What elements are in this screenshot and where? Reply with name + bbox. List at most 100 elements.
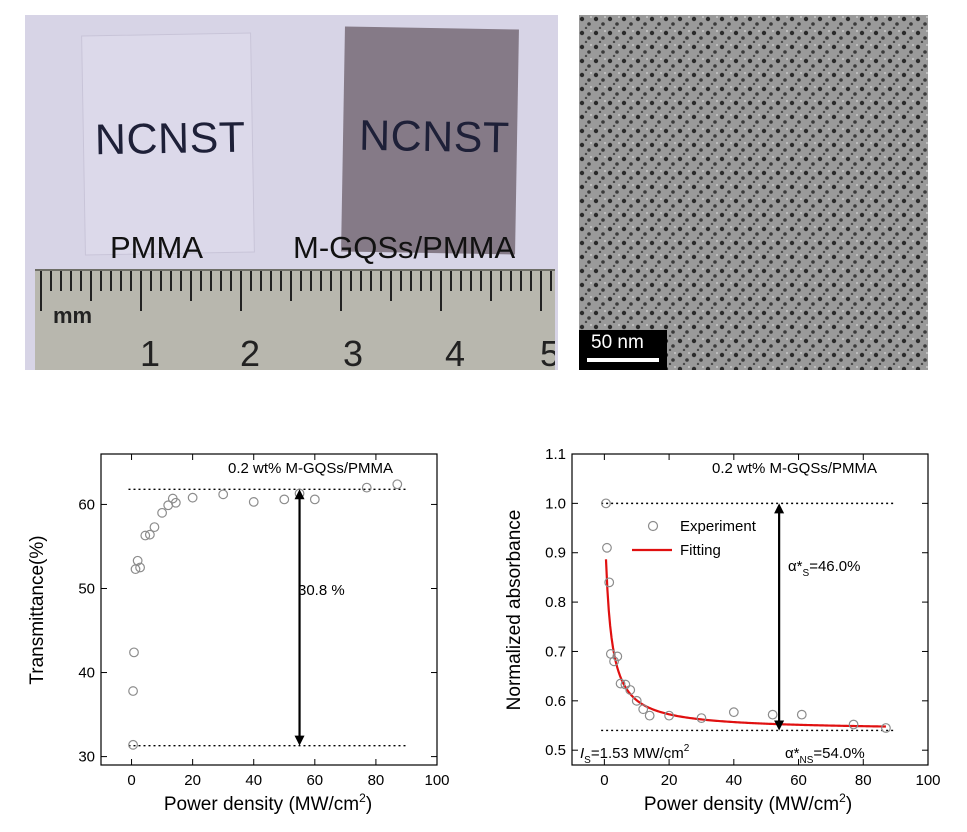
- data-point: [157, 507, 167, 518]
- data-point: [767, 709, 778, 720]
- data-point: [187, 492, 198, 503]
- ruler-number-5: 5: [540, 333, 555, 370]
- arrow-head-bottom: [774, 720, 785, 731]
- x-tick-label: 0: [600, 772, 608, 789]
- data-point: [361, 482, 372, 493]
- data-point: [309, 494, 320, 505]
- data-point: [128, 686, 138, 696]
- data-point: [631, 695, 642, 706]
- data-point: [664, 710, 674, 721]
- data-point: [248, 497, 259, 507]
- data-point: [170, 497, 181, 508]
- data-point: [881, 723, 891, 733]
- arrow-head-top: [774, 503, 785, 514]
- x-tick-label: 80: [368, 772, 385, 789]
- ruler: mm 1 2 3 4 5: [35, 269, 558, 370]
- chart1-y-axis-label: Transmittance(%): [27, 535, 48, 684]
- data-point: [728, 707, 739, 718]
- x-tick-label: 100: [915, 772, 940, 789]
- film-left-text: NCNST: [94, 113, 246, 165]
- ruler-ticks: mm 1 2 3 4 5: [40, 271, 558, 370]
- scale-bar-label: 50 nm: [591, 332, 644, 353]
- arrow-head-bottom: [294, 735, 305, 746]
- chart2-title: 0.2 wt% M-GQSs/PMMA: [712, 460, 877, 477]
- data-point: [128, 739, 138, 750]
- ruler-unit: mm: [53, 303, 92, 328]
- tem-texture: [579, 15, 928, 370]
- data-point: [279, 494, 290, 505]
- data-point: [149, 522, 160, 533]
- plot-frame: [100, 453, 438, 766]
- alpha-s-label: α*S=46.0%: [788, 558, 860, 579]
- alpha-ns-label: α*NS=54.0%: [785, 745, 865, 766]
- ruler-number-3: 3: [343, 333, 363, 370]
- y-tick-label: 60: [78, 496, 95, 513]
- data-point: [601, 498, 611, 509]
- sample-photo: NCNST NCNST PMMA M-GQSs/PMMA mm 1 2 3 4 …: [25, 15, 558, 370]
- x-tick-label: 20: [661, 772, 678, 789]
- data-point: [392, 479, 403, 490]
- data-point: [604, 577, 615, 588]
- y-tick-label: 0.5: [545, 742, 566, 759]
- y-tick-label: 0.6: [545, 693, 566, 710]
- x-tick-label: 40: [725, 772, 742, 789]
- scale-bar: [587, 358, 659, 362]
- x-tick-label: 60: [306, 772, 323, 789]
- data-point: [132, 555, 143, 566]
- data-point: [638, 704, 649, 715]
- film-right-text: NCNST: [358, 111, 511, 163]
- chart1-x-axis-label: Power density (MW/cm2): [164, 791, 372, 815]
- x-tick-label: 80: [855, 772, 872, 789]
- legend-experiment-marker: [647, 520, 659, 532]
- data-point: [609, 656, 619, 667]
- data-point: [602, 542, 612, 553]
- data-point: [848, 719, 859, 730]
- data-point: [620, 679, 631, 690]
- y-tick-label: 0.8: [545, 594, 566, 611]
- data-point: [140, 530, 151, 541]
- x-tick-label: 60: [790, 772, 807, 789]
- data-point: [144, 529, 155, 540]
- x-tick-label: 20: [184, 772, 201, 789]
- chart1-title: 0.2 wt% M-GQSs/PMMA: [228, 460, 393, 477]
- label-pmma: PMMA: [110, 230, 203, 265]
- label-mgqs-pmma: M-GQSs/PMMA: [293, 230, 516, 265]
- chart2-y-axis-label: Normalized absorbance: [504, 510, 525, 711]
- chart1-arrow-label: 30.8 %: [298, 582, 345, 599]
- data-point: [644, 710, 655, 721]
- chart2-x-axis-label: Power density (MW/cm2): [644, 791, 852, 815]
- fitting-curve: [604, 559, 886, 728]
- y-tick-label: 1.0: [545, 495, 566, 512]
- data-point: [218, 489, 229, 500]
- absorbance-chart: 0 20 40 60 80 100 0.5 0.6 0.7 0.8 0.9 1.0 1.1 0.2 w…: [504, 446, 941, 815]
- y-tick-label: 50: [78, 580, 95, 597]
- tem-image: 50 nm: [579, 15, 928, 370]
- y-tick-label: 0.9: [545, 545, 566, 562]
- y-tick-label: 40: [78, 665, 95, 682]
- y-tick-label: 0.7: [545, 643, 566, 660]
- data-point: [696, 713, 707, 724]
- ruler-number-1: 1: [140, 333, 160, 370]
- pmma-film: NCNST: [81, 32, 255, 256]
- legend-fitting-label: Fitting: [680, 542, 721, 559]
- x-tick-label: 0: [127, 772, 135, 789]
- x-tick-label: 40: [245, 772, 262, 789]
- arrow-head-top: [294, 489, 305, 500]
- data-point: [612, 651, 623, 662]
- is-label: IS=1.53 MW/cm2: [580, 743, 690, 766]
- ruler-number-4: 4: [445, 333, 465, 370]
- data-point: [796, 709, 807, 720]
- data-point: [615, 678, 626, 689]
- transmittance-chart: 0 20 40 60 80 100 30 40 50 60 0.2 wt% M-GQSs/PMM…: [27, 453, 450, 815]
- scale-bar-box: 50 nm: [579, 330, 667, 370]
- x-tick-label: 100: [424, 772, 449, 789]
- plot-frame: [571, 453, 929, 766]
- data-point: [135, 562, 145, 573]
- data-point: [129, 647, 139, 658]
- y-tick-label: 30: [78, 749, 95, 766]
- data-point: [625, 685, 636, 695]
- ruler-number-2: 2: [240, 333, 260, 370]
- mgqs-pmma-film: NCNST: [341, 26, 519, 255]
- y-tick-label: 1.1: [545, 446, 566, 463]
- legend-experiment-label: Experiment: [680, 518, 757, 535]
